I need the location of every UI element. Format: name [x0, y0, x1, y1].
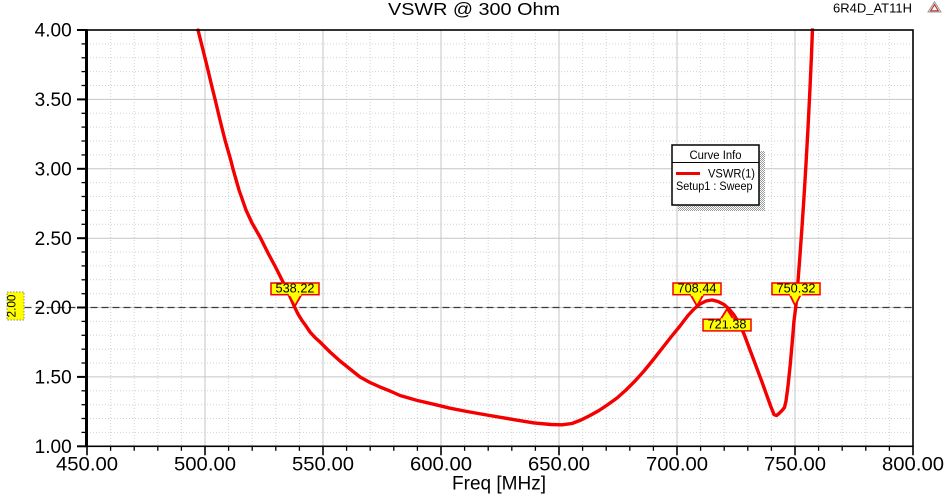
- svg-text:4.00: 4.00: [35, 21, 72, 42]
- svg-text:721.38: 721.38: [708, 318, 747, 332]
- svg-text:1.50: 1.50: [35, 368, 72, 389]
- svg-text:538.22: 538.22: [276, 281, 315, 295]
- svg-text:800.00: 800.00: [882, 455, 944, 476]
- svg-text:708.44: 708.44: [678, 281, 717, 295]
- svg-text:Freq [MHz]: Freq [MHz]: [452, 474, 546, 495]
- svg-text:VSWR(1): VSWR(1): [708, 169, 755, 181]
- svg-text:Setup1 : Sweep: Setup1 : Sweep: [676, 181, 753, 193]
- svg-text:600.00: 600.00: [410, 455, 472, 476]
- svg-text:450.00: 450.00: [56, 455, 118, 476]
- svg-text:650.00: 650.00: [528, 455, 590, 476]
- svg-text:6R4D_AT11H: 6R4D_AT11H: [833, 1, 912, 16]
- svg-text:750.00: 750.00: [764, 455, 826, 476]
- svg-text:2.50: 2.50: [35, 229, 72, 250]
- svg-text:1.00: 1.00: [35, 437, 72, 458]
- svg-text:3.00: 3.00: [35, 159, 72, 180]
- svg-text:500.00: 500.00: [174, 455, 236, 476]
- svg-text:2.00: 2.00: [35, 298, 72, 319]
- svg-text:VSWR @ 300 Ohm: VSWR @ 300 Ohm: [388, 0, 560, 19]
- svg-text:Curve Info: Curve Info: [690, 150, 742, 162]
- svg-text:3.50: 3.50: [35, 90, 72, 111]
- svg-text:750.32: 750.32: [777, 281, 816, 295]
- svg-text:2.00: 2.00: [5, 294, 19, 317]
- svg-text:550.00: 550.00: [292, 455, 354, 476]
- svg-text:700.00: 700.00: [646, 455, 708, 476]
